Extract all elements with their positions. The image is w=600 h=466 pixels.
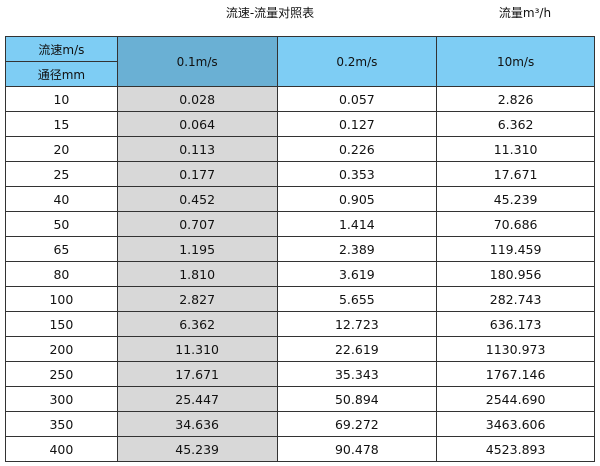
table-row: 300 25.447 50.894 2544.690: [5, 386, 595, 412]
diameter-cell: 250: [5, 361, 118, 387]
flow-cell: 0.353: [276, 161, 438, 187]
diameter-cell: 400: [5, 436, 118, 462]
flow-cell: 0.028: [116, 86, 278, 112]
flow-cell: 50.894: [276, 386, 438, 412]
flow-cell: 4523.893: [436, 436, 595, 462]
table-row: 25 0.177 0.353 17.671: [5, 161, 595, 187]
column-header[interactable]: 0.1m/s: [116, 36, 278, 87]
flow-cell: 0.905: [276, 186, 438, 212]
flow-cell: 1.810: [116, 261, 278, 287]
table-row: 65 1.195 2.389 119.459: [5, 236, 595, 262]
flow-cell: 282.743: [436, 286, 595, 312]
velocity-header: 流速m/s: [5, 36, 118, 62]
flow-cell: 636.173: [436, 311, 595, 337]
table-row: 150 6.362 12.723 636.173: [5, 311, 595, 337]
flow-cell: 70.686: [436, 211, 595, 237]
diameter-cell: 100: [5, 286, 118, 312]
column-header[interactable]: 0.2m/s: [276, 36, 438, 87]
diameter-cell: 150: [5, 311, 118, 337]
flow-cell: 0.064: [116, 111, 278, 137]
flow-cell: 45.239: [116, 436, 278, 462]
table-row: 250 17.671 35.343 1767.146: [5, 361, 595, 387]
table-row: 10 0.028 0.057 2.826: [5, 86, 595, 112]
diameter-cell: 200: [5, 336, 118, 362]
diameter-cell: 25: [5, 161, 118, 187]
diameter-cell: 40: [5, 186, 118, 212]
diameter-cell: 65: [5, 236, 118, 262]
table-row: 200 11.310 22.619 1130.973: [5, 336, 595, 362]
flow-cell: 0.452: [116, 186, 278, 212]
flow-cell: 17.671: [436, 161, 595, 187]
diameter-cell: 20: [5, 136, 118, 162]
flow-cell: 2.389: [276, 236, 438, 262]
unit-label: 流量m³/h: [498, 6, 552, 20]
flow-cell: 3463.606: [436, 411, 595, 437]
flow-cell: 17.671: [116, 361, 278, 387]
flow-cell: 0.226: [276, 136, 438, 162]
flow-cell: 22.619: [276, 336, 438, 362]
table-row: 40 0.452 0.905 45.239: [5, 186, 595, 212]
diameter-cell: 80: [5, 261, 118, 287]
velocity-flow-table: 流速m/s 0.1m/s 0.2m/s 10m/s 通径mm 10 0.028 0.…: [5, 36, 595, 462]
flow-cell: 2.826: [436, 86, 595, 112]
diameter-cell: 350: [5, 411, 118, 437]
diameter-cell: 50: [5, 211, 118, 237]
diameter-cell: 10: [5, 86, 118, 112]
flow-cell: 35.343: [276, 361, 438, 387]
table-row: 80 1.810 3.619 180.956: [5, 261, 595, 287]
flow-cell: 25.447: [116, 386, 278, 412]
flow-cell: 0.057: [276, 86, 438, 112]
table-row: 20 0.113 0.226 11.310: [5, 136, 595, 162]
flow-cell: 12.723: [276, 311, 438, 337]
table-row: 100 2.827 5.655 282.743: [5, 286, 595, 312]
flow-cell: 180.956: [436, 261, 595, 287]
flow-cell: 6.362: [116, 311, 278, 337]
flow-cell: 0.177: [116, 161, 278, 187]
flow-cell: 3.619: [276, 261, 438, 287]
diameter-cell: 300: [5, 386, 118, 412]
diameter-header: 通径mm: [5, 61, 118, 87]
flow-cell: 11.310: [436, 136, 595, 162]
flow-cell: 1.414: [276, 211, 438, 237]
flow-cell: 5.655: [276, 286, 438, 312]
flow-cell: 1.195: [116, 236, 278, 262]
table-row: 400 45.239 90.478 4523.893: [5, 436, 595, 462]
flow-cell: 45.239: [436, 186, 595, 212]
table-title: 流速-流量对照表: [225, 6, 315, 20]
table-row: 350 34.636 69.272 3463.606: [5, 411, 595, 437]
flow-cell: 0.127: [276, 111, 438, 137]
flow-cell: 90.478: [276, 436, 438, 462]
flow-cell: 1130.973: [436, 336, 595, 362]
flow-cell: 34.636: [116, 411, 278, 437]
flow-cell: 11.310: [116, 336, 278, 362]
flow-cell: 119.459: [436, 236, 595, 262]
table-row: 50 0.707 1.414 70.686: [5, 211, 595, 237]
flow-cell: 2544.690: [436, 386, 595, 412]
flow-cell: 0.113: [116, 136, 278, 162]
flow-cell: 1767.146: [436, 361, 595, 387]
table-row: 15 0.064 0.127 6.362: [5, 111, 595, 137]
diameter-cell: 15: [5, 111, 118, 137]
flow-cell: 69.272: [276, 411, 438, 437]
flow-cell: 2.827: [116, 286, 278, 312]
flow-cell: 6.362: [436, 111, 595, 137]
column-header[interactable]: 10m/s: [436, 36, 595, 87]
flow-cell: 0.707: [116, 211, 278, 237]
